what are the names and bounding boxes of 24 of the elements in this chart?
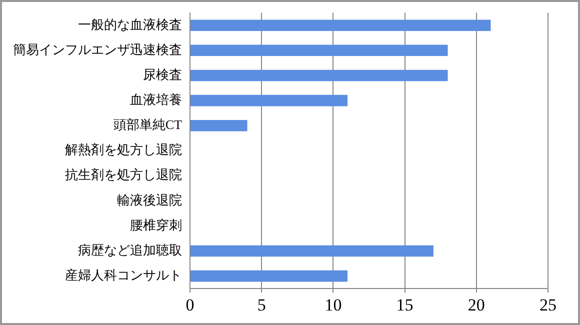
bar (190, 70, 448, 82)
y-tick-label: 解熱剤を処方し退院 (65, 142, 182, 158)
x-tick-label: 0 (186, 295, 194, 314)
bar (190, 44, 448, 56)
y-tick-label: 簡易インフルエンザ迅速検査 (13, 42, 182, 57)
bar (190, 120, 248, 132)
x-tick-label: 25 (540, 295, 556, 314)
y-tick-label: 病歴など追加聴取 (78, 242, 182, 258)
y-tick-label: 尿検査 (143, 66, 182, 82)
y-tick-label: 頭部単純CT (113, 117, 182, 132)
y-tick-label: 抗生剤を処方し退院 (65, 167, 182, 182)
bar (190, 20, 491, 31)
y-tick-label: 腰椎穿刺 (130, 217, 182, 232)
y-tick-label: 産婦人科コンサルト (65, 267, 182, 282)
x-tick-label: 5 (257, 295, 266, 314)
bar (190, 245, 434, 257)
x-tick-label: 20 (468, 295, 485, 314)
x-tick-label: 10 (324, 295, 342, 314)
bar (190, 270, 348, 282)
y-tick-label: 輸液後退院 (117, 192, 182, 208)
bar (190, 94, 348, 106)
y-tick-label: 血液培養 (130, 92, 182, 107)
x-tick-label: 15 (396, 295, 414, 314)
y-tick-label: 一般的な血液検査 (78, 16, 182, 32)
